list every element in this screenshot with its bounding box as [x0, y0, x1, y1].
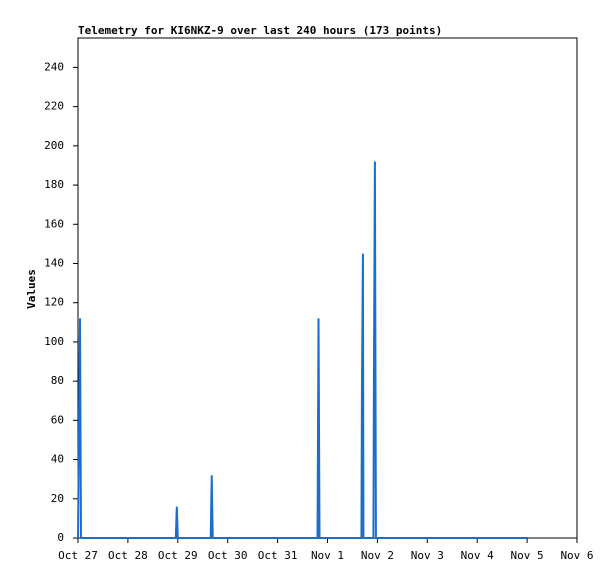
x-tick-label: Oct 31: [258, 549, 298, 562]
y-tick-label: 100: [44, 335, 64, 348]
x-tick-label: Nov 1: [311, 549, 344, 562]
y-tick-label: 160: [44, 217, 64, 230]
x-tick-label: Nov 6: [560, 549, 593, 562]
y-tick-label: 0: [57, 531, 64, 544]
y-tick-label: 240: [44, 60, 64, 73]
x-tick-label: Nov 4: [461, 549, 494, 562]
y-axis-label: Values: [25, 269, 38, 309]
y-tick-label: 60: [51, 413, 64, 426]
chart-title: Telemetry for KI6NKZ-9 over last 240 hou…: [78, 24, 442, 37]
y-tick-label: 140: [44, 256, 64, 269]
y-tick-label: 20: [51, 492, 64, 505]
y-tick-label: 40: [51, 453, 64, 466]
y-tick-label: 200: [44, 139, 64, 152]
x-tick-label: Nov 2: [361, 549, 394, 562]
x-tick-label: Oct 30: [208, 549, 248, 562]
series-line: [77, 161, 528, 539]
x-tick-label: Nov 5: [511, 549, 544, 562]
y-tick-label: 120: [44, 296, 64, 309]
x-tick-label: Oct 29: [158, 549, 198, 562]
y-tick-label: 80: [51, 374, 64, 387]
x-tick-label: Nov 3: [411, 549, 444, 562]
y-tick-label: 180: [44, 178, 64, 191]
x-tick-label: Oct 27: [58, 549, 98, 562]
y-tick-label: 220: [44, 100, 64, 113]
x-tick-label: Oct 28: [108, 549, 148, 562]
